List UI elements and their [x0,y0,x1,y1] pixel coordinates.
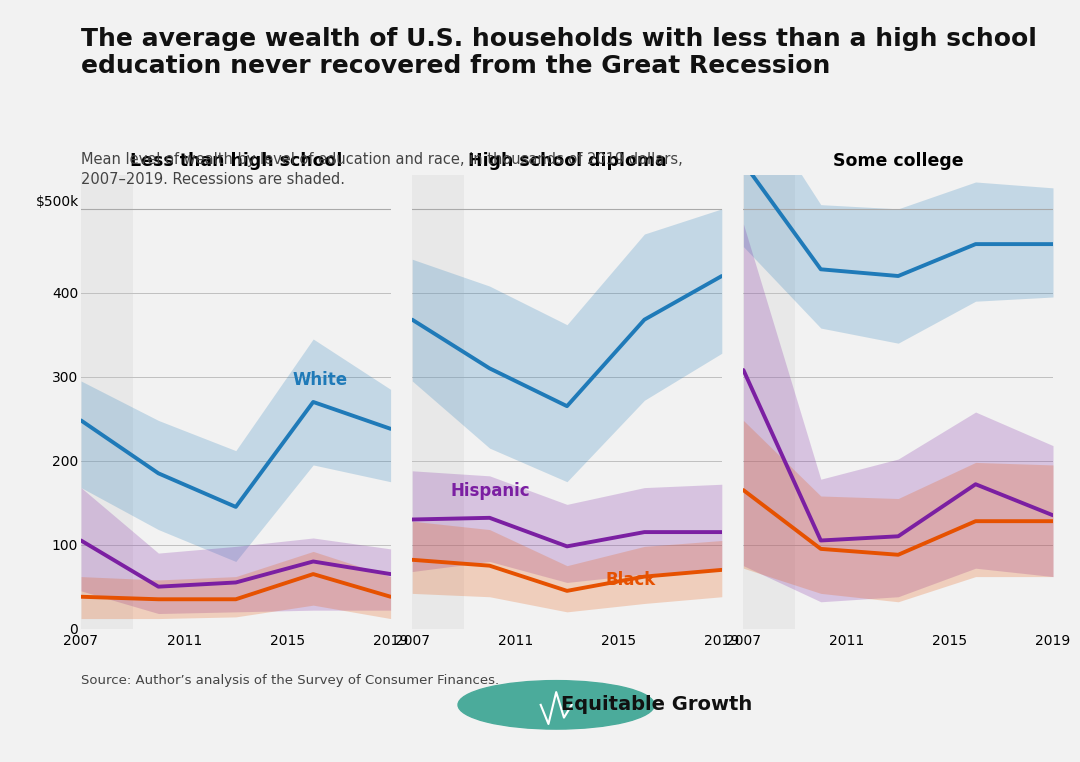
Text: $500k: $500k [37,195,80,209]
Text: Mean level of wealth by level of education and race, in thousands of 2019 dollar: Mean level of wealth by level of educati… [81,152,683,187]
Bar [743,175,795,629]
Text: Equitable Growth: Equitable Growth [561,696,752,714]
Text: Hispanic: Hispanic [450,482,530,500]
Text: Source: Author’s analysis of the Survey of Consumer Finances.: Source: Author’s analysis of the Survey … [81,674,499,687]
Circle shape [458,680,654,729]
Title: Some college: Some college [833,152,963,169]
Text: White: White [293,371,348,389]
Text: The average wealth of U.S. households with less than a high school
education nev: The average wealth of U.S. households wi… [81,27,1037,78]
Bar [81,175,133,629]
Title: Less than high school: Less than high school [130,152,342,169]
Text: Black: Black [606,571,656,589]
Bar [413,175,463,629]
Title: High school diploma: High school diploma [468,152,666,169]
